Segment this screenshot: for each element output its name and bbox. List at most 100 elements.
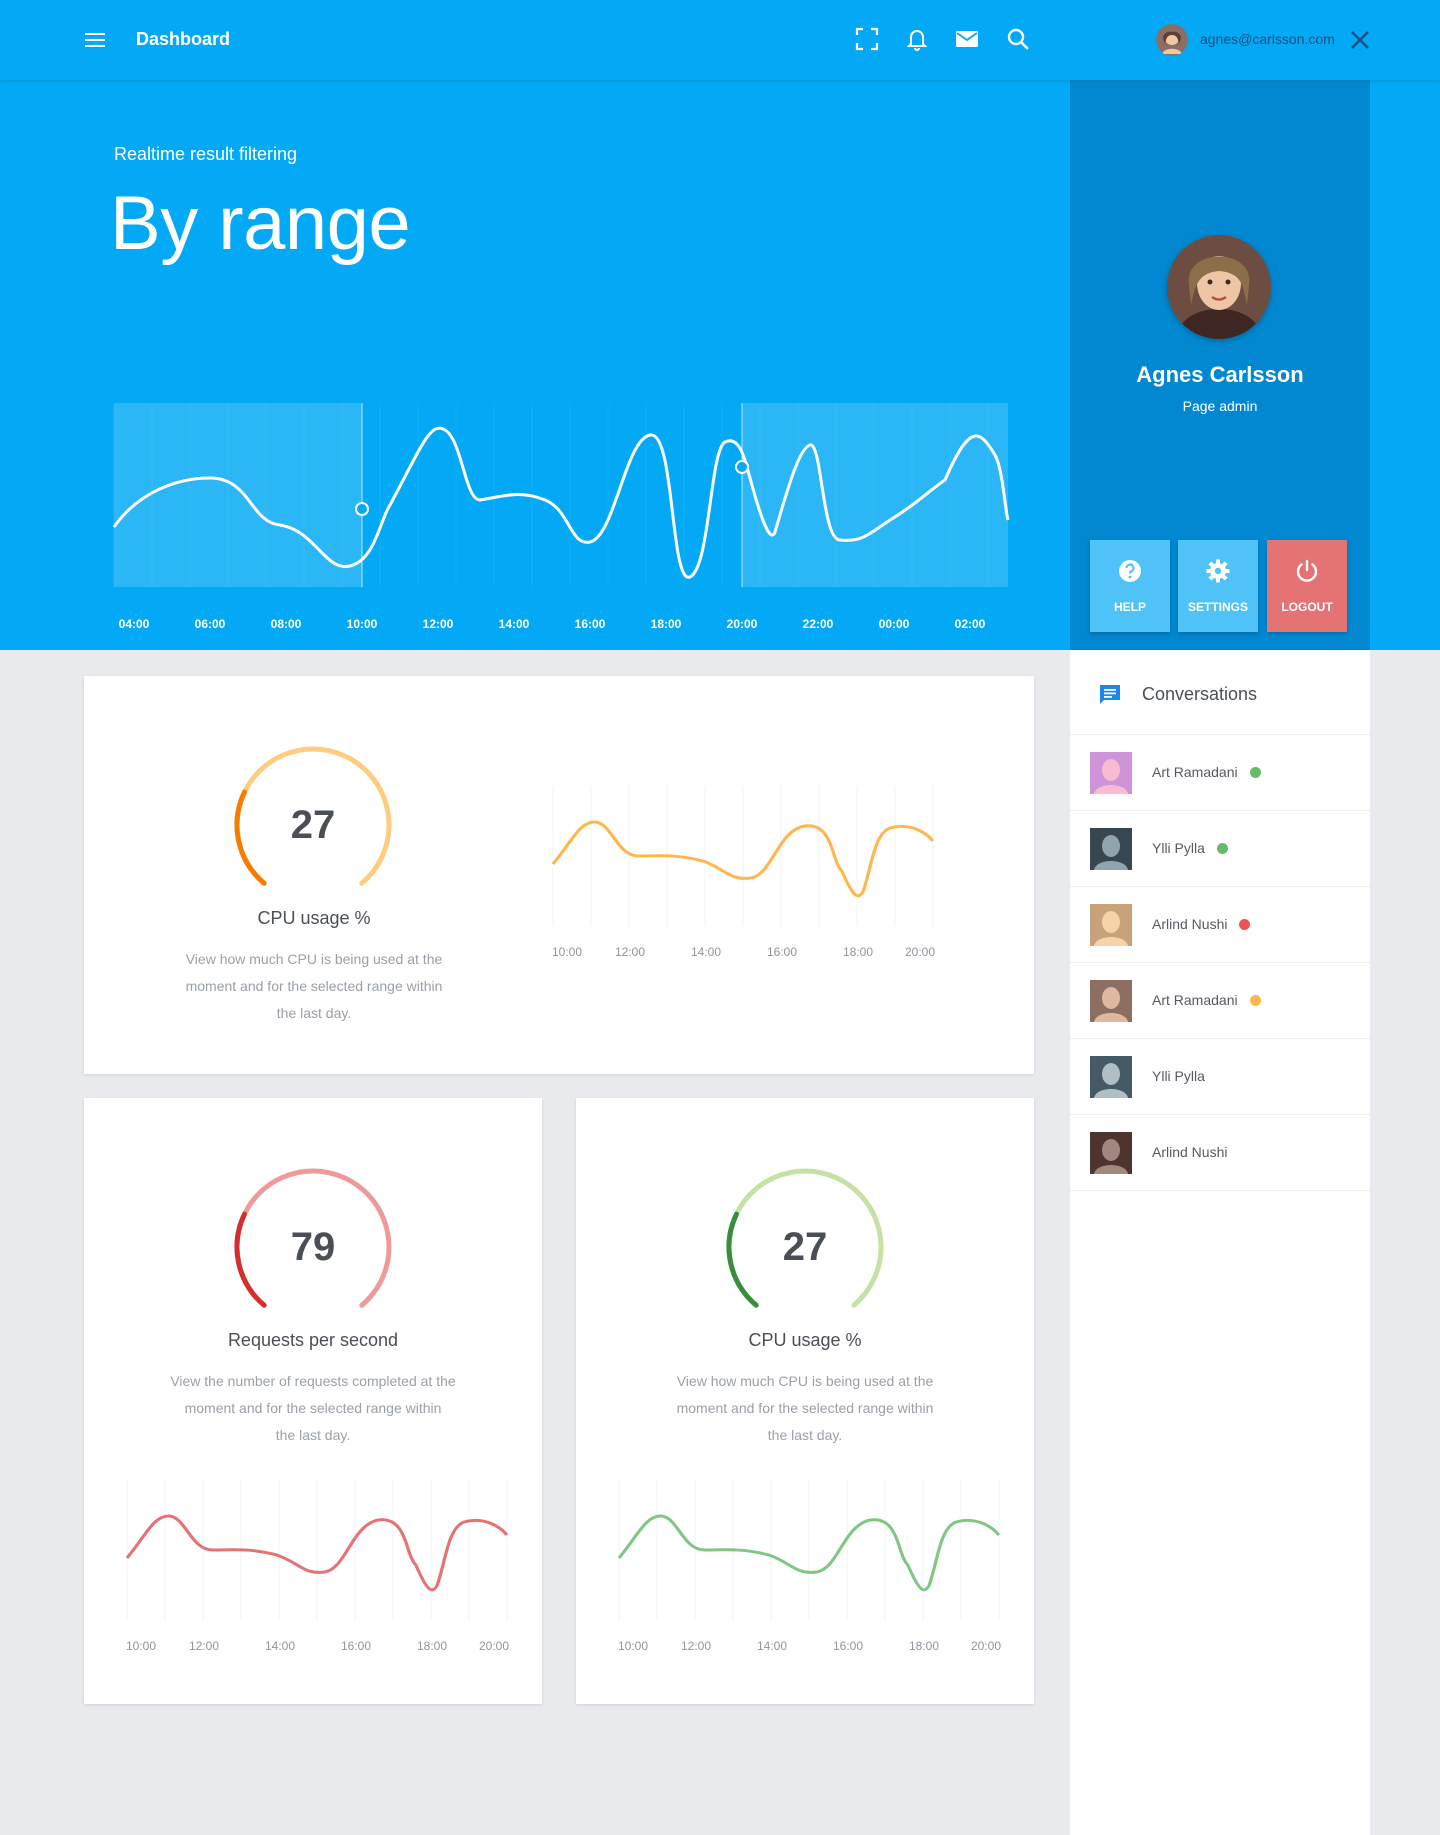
trend-tick-label: 18:00 [909,1639,939,1653]
conversations-header: Conversations [1070,650,1370,735]
cpu-usage-card-wide: 27 CPU usage % View how much CPU is being … [84,676,1034,1074]
trend-tick-label: 12:00 [615,945,645,959]
trend-tick-label: 16:00 [341,1639,371,1653]
status-dot [1249,766,1261,778]
help-button[interactable]: HELP [1090,540,1170,632]
gauge-value: 27 [290,803,336,847]
conversation-name: Ylli Pylla [1152,840,1205,856]
conversation-name: Art Ramadani [1152,764,1238,780]
range-tick-label: 22:00 [803,617,834,631]
trend-tick-label: 20:00 [905,945,935,959]
close-icon[interactable] [1348,28,1372,52]
range-tick-label: 18:00 [651,617,682,631]
gear-icon [1205,558,1231,584]
trend-tick-label: 10:00 [618,1639,648,1653]
range-tick-label: 20:00 [727,617,758,631]
range-chart[interactable]: 04:00 06:00 08:00 10:00 12:00 14:00 16:00 18:00… [100,310,1020,640]
trend-tick-label: 14:00 [691,945,721,959]
range-tick-label: 06:00 [195,617,226,631]
hero-headline: By range [110,181,411,266]
menu-icon[interactable] [84,28,106,52]
card-description: View the number of requests completed at… [128,1368,498,1449]
conversation-item[interactable]: Ylli Pylla [1070,1039,1370,1115]
help-circle-icon [1117,558,1143,584]
trend-tick-label: 16:00 [767,945,797,959]
conversation-item[interactable]: Art Ramadani [1070,735,1370,811]
top-bar: Dashboard agnes@carlsson.com [0,0,1440,80]
range-tick-label: 10:00 [347,617,378,631]
profile-panel: Agnes Carlsson Page admin HELP SETTINGS … [1070,80,1370,650]
user-avatar[interactable] [1156,24,1188,56]
conversation-avatar [1090,980,1132,1022]
requests-card: 79 Requests per second View the number of … [84,1098,542,1704]
trend-tick-label: 14:00 [757,1639,787,1653]
trend-series-line [617,1514,1001,1592]
conversation-item[interactable]: Art Ramadani [1070,963,1370,1039]
fullscreen-icon[interactable] [854,26,880,52]
cpu-usage-card: 27 CPU usage % View how much CPU is being … [576,1098,1034,1704]
description-line: the last day. [275,1427,351,1443]
chat-icon [1098,682,1122,706]
trend-tick-label: 18:00 [843,945,873,959]
range-shade-left [114,403,362,587]
gauge-fill [726,1211,759,1308]
range-tick-label: 16:00 [575,617,606,631]
trend-chart[interactable]: 10:00 12:00 14:00 16:00 18:00 20:00 [113,1470,513,1660]
trend-tick-label: 10:00 [126,1639,156,1653]
card-description: View how much CPU is being used at the mo… [620,1368,990,1449]
conversation-item[interactable]: Arlind Nushi [1070,1115,1370,1191]
mail-icon[interactable] [954,26,980,52]
range-tick-label: 04:00 [119,617,150,631]
trend-chart[interactable]: 10:00 12:00 14:00 16:00 18:00 20:00 [539,776,939,966]
card-title: CPU usage % [748,1330,862,1350]
conversation-item[interactable]: Ylli Pylla [1070,811,1370,887]
range-tick-label: 08:00 [271,617,302,631]
settings-button[interactable]: SETTINGS [1178,540,1258,632]
conversations-list: Art Ramadani Ylli Pylla Arlind Nushi Art Ra… [1070,735,1370,1191]
conversation-avatar [1090,828,1132,870]
trend-tick-label: 14:00 [265,1639,295,1653]
range-tick-label: 02:00 [955,617,986,631]
hero-subtitle: Realtime result filtering [114,144,298,164]
gauge-fill [234,789,267,886]
trend-chart[interactable]: 10:00 12:00 14:00 16:00 18:00 20:00 [605,1470,1005,1660]
card-description: View how much CPU is being used at the mo… [144,946,484,1027]
conversation-item[interactable]: Arlind Nushi [1070,887,1370,963]
power-icon [1294,558,1320,584]
logout-button[interactable]: LOGOUT [1267,540,1347,632]
range-tick-label: 00:00 [879,617,910,631]
range-series-line [112,426,1010,579]
user-email[interactable]: agnes@carlsson.com [1200,31,1335,47]
description-line: the last day. [767,1427,843,1443]
range-handle-right [735,460,749,474]
trend-tick-label: 18:00 [417,1639,447,1653]
range-tick-label: 12:00 [423,617,454,631]
description-line: View how much CPU is being used at the [676,1373,934,1389]
status-dot [1239,918,1251,930]
trend-series-line [551,820,935,898]
description-line: moment and for the selected range within [676,1400,934,1416]
conversation-avatar [1090,1132,1132,1174]
app-title: Dashboard [136,29,231,49]
card-title: CPU usage % [257,908,371,928]
hero-section: Realtime result filtering By range 04:00… [0,80,1440,650]
help-label: HELP [1113,600,1146,614]
gauge: 27 [228,740,398,910]
profile-avatar [1167,235,1271,339]
gauge-value: 27 [782,1225,828,1269]
description-line: moment and for the selected range within [185,978,443,994]
logout-label: LOGOUT [1281,600,1333,614]
bell-icon[interactable] [904,26,930,52]
search-icon[interactable] [1005,26,1031,52]
conversation-name: Art Ramadani [1152,992,1238,1008]
description-line: View the number of requests completed at… [170,1373,456,1389]
trend-series-line [125,1514,509,1592]
status-dot [1216,842,1228,854]
range-handle-left [355,502,369,516]
conversation-name: Ylli Pylla [1152,1068,1205,1084]
trend-tick-label: 20:00 [971,1639,1001,1653]
profile-name: Agnes Carlsson [1136,362,1304,387]
conversations-panel: Conversations Art Ramadani Ylli Pylla Arli… [1070,650,1370,1835]
status-dot [1249,994,1261,1006]
range-tick-label: 14:00 [499,617,530,631]
